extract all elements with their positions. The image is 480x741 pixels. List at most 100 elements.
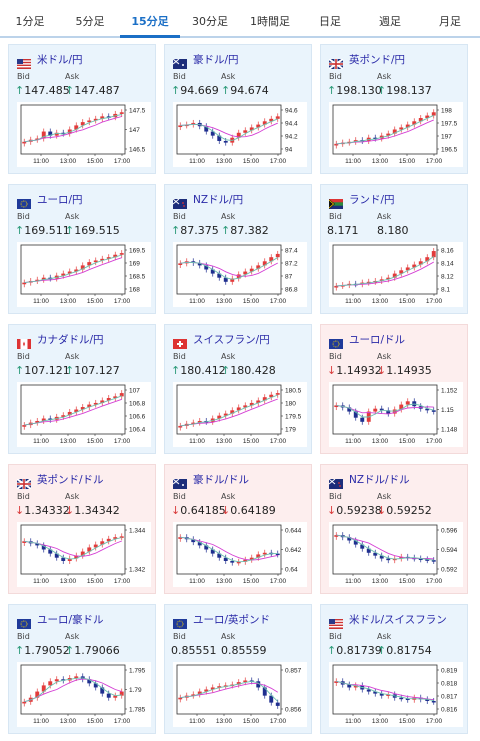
x-tick-label: 17:00	[426, 718, 443, 725]
pair-link[interactable]: 米ドル/スイスフラン	[329, 612, 447, 629]
rate-card[interactable]: 米ドル/スイスフラン Bid Ask ↑0.81739 ↑0.81754 0.819 0.8…	[320, 604, 468, 734]
pair-link[interactable]: 英ポンド/ドル	[16, 472, 104, 490]
rate-card[interactable]: NZドル/ドル Bid Ask ↓0.59238 ↓0.59252 0.596 0.594 0…	[320, 464, 468, 594]
price-chart[interactable]: 8.16 8.14 8.12 8.1 11:00 13:00 15:00 17:00	[329, 242, 463, 307]
rate-card[interactable]: 豪ドル/ドル Bid Ask ↓0.64185 ↓0.64189 0.644 0.642 0.…	[164, 464, 312, 594]
pair-name[interactable]: 米ドル/円	[37, 53, 83, 66]
tab-1[interactable]: 5分足	[75, 15, 105, 28]
up-arrow-icon: ↑	[377, 84, 387, 97]
pair-name[interactable]: ランド/円	[349, 193, 395, 206]
price-chart[interactable]: 0.596 0.594 0.592 11:00 13:00 15:00 17:00	[329, 522, 463, 587]
rate-card[interactable]: 豪ドル/円 Bid Ask ↑94.669 ↑94.674 94.6 94.4 94.2 94 1…	[164, 44, 312, 174]
price-chart[interactable]: 180.5 180 179.5 179 11:00 13:00 15:00 17:00	[173, 382, 307, 447]
pair-link[interactable]: 豪ドル/円	[172, 52, 239, 69]
candle-body	[191, 422, 196, 425]
candle-body	[87, 679, 92, 684]
ma-long-line	[24, 540, 122, 557]
pair-link[interactable]: 米ドル/円	[17, 52, 83, 69]
x-tick-label: 17:00	[270, 438, 287, 445]
tab-6[interactable]: 週足	[379, 15, 401, 28]
pair-name[interactable]: カナダドル/円	[37, 333, 104, 346]
x-tick-label: 13:00	[216, 718, 233, 725]
pair-name[interactable]: 英ポンド/円	[349, 53, 406, 66]
candle-body	[249, 127, 254, 131]
pair-link[interactable]: ランド/円	[328, 192, 395, 209]
rate-card[interactable]: 英ポンド/ドル Bid Ask ↓1.34332 ↓1.34342 1.344 1.342 1…	[8, 464, 156, 594]
pair-name[interactable]: 英ポンド/ドル	[37, 473, 104, 486]
x-tick-label: 11:00	[33, 438, 49, 445]
tab-4[interactable]: 1時間足	[250, 15, 290, 28]
pair-link[interactable]: NZドル/円	[172, 192, 244, 209]
pair-name[interactable]: NZドル/円	[193, 193, 244, 206]
price-chart[interactable]: 147.5 147 146.5 11:00 13:00 15:00 17:00	[17, 102, 151, 167]
pair-link[interactable]: スイスフラン/円	[173, 332, 270, 349]
tab-3[interactable]: 30分足	[192, 15, 228, 28]
pair-link[interactable]: ユーロ/英ポンド	[173, 612, 271, 629]
candle-body	[360, 417, 365, 422]
up-arrow-icon: ↑	[65, 364, 75, 377]
price-chart[interactable]: 94.6 94.4 94.2 94 11:00 13:00 15:00 17:00	[173, 102, 307, 167]
pair-link[interactable]: 英ポンド/円	[328, 52, 406, 70]
ask-label: Ask	[65, 632, 80, 641]
y-tick-label: 0.644	[285, 527, 302, 534]
pair-link[interactable]: ユーロ/豪ドル	[17, 612, 104, 629]
candle-body	[236, 682, 241, 685]
price-chart[interactable]: 0.857 0.856 11:00 13:00 15:00 17:00	[173, 662, 307, 727]
rate-card[interactable]: NZドル/円 Bid Ask ↑87.375 ↑87.382 87.4 87.2 87 86.8…	[164, 184, 312, 314]
price-chart[interactable]: 198 197.5 197 196.5 11:00 13:00 15:00 17:00	[329, 102, 463, 167]
price-chart[interactable]: 1.152 1.15 1.148 11:00 13:00 15:00 17:00	[329, 382, 463, 447]
x-tick-label: 15:00	[243, 158, 260, 165]
rate-card[interactable]: スイスフラン/円 Bid Ask ↑180.412 ↑180.428 180.5 180 17…	[164, 324, 312, 454]
candle-body	[191, 539, 196, 543]
pair-name[interactable]: 豪ドル/円	[193, 53, 239, 66]
x-tick-label: 11:00	[345, 718, 361, 725]
pair-link[interactable]: ユーロ/円	[17, 192, 83, 209]
price-chart[interactable]: 107 106.8 106.6 106.4 11:00 13:00 15:00 17:00	[17, 382, 151, 447]
price-chart[interactable]: 0.644 0.642 0.64 11:00 13:00 15:00 17:00	[173, 522, 307, 587]
y-tick-label: 0.596	[441, 527, 458, 534]
pair-name[interactable]: ユーロ/英ポンド	[193, 613, 271, 626]
down-arrow-icon: ↓	[377, 364, 387, 377]
pair-name[interactable]: NZドル/ドル	[349, 473, 410, 486]
pair-name[interactable]: ユーロ/円	[37, 193, 83, 206]
pair-name[interactable]: 米ドル/スイスフラン	[349, 613, 447, 626]
y-tick-label: 8.16	[441, 247, 454, 254]
rate-card[interactable]: ユーロ/円 Bid Ask ↑169.511 ↑169.515 169.5 169 168.5…	[8, 184, 156, 314]
candle-body	[80, 122, 85, 126]
tab-2[interactable]: 15分足	[120, 8, 180, 38]
bid-label: Bid	[329, 632, 342, 641]
candle-body	[67, 271, 72, 274]
pair-name[interactable]: 豪ドル/ドル	[193, 473, 250, 486]
price-chart[interactable]: 87.4 87.2 87 86.8 11:00 13:00 15:00 17:00	[173, 242, 307, 307]
flag-icon	[328, 474, 343, 489]
pair-name[interactable]: ユーロ/ドル	[349, 333, 406, 346]
candle-body	[74, 555, 79, 559]
pair-name[interactable]: ユーロ/豪ドル	[37, 613, 104, 626]
pair-link[interactable]: 豪ドル/ドル	[172, 472, 250, 489]
rate-card[interactable]: 英ポンド/円 Bid Ask ↑198.130 ↑198.137 198 197.5 197 1…	[320, 44, 468, 174]
tab-5[interactable]: 日足	[319, 15, 341, 28]
rate-card[interactable]: カナダドル/円 Bid Ask ↑107.121 ↑107.127 107 106.8 106…	[8, 324, 156, 454]
rate-card[interactable]: ランド/円 Bid Ask 8.171 8.180 8.16 8.14 8.12 8.1 11:0…	[320, 184, 468, 314]
candle-body	[35, 138, 40, 141]
price-chart[interactable]: 1.344 1.342 11:00 13:00 15:00 17:00	[17, 522, 151, 587]
rate-card[interactable]: ユーロ/豪ドル Bid Ask ↑1.79052 ↑1.79066 1.795 1.79 1.…	[8, 604, 156, 734]
pair-name[interactable]: スイスフラン/円	[193, 333, 270, 346]
x-tick-label: 13:00	[60, 718, 77, 725]
candle-body	[93, 402, 98, 405]
tab-7[interactable]: 月足	[439, 15, 461, 28]
pair-link[interactable]: カナダドル/円	[17, 332, 104, 349]
pair-link[interactable]: NZドル/ドル	[328, 472, 410, 489]
ask-number: 0.81754	[386, 644, 432, 657]
price-chart[interactable]: 0.819 0.818 0.817 0.816 11:00 13:00 15:00 17:00	[329, 662, 463, 727]
pair-link[interactable]: ユーロ/ドル	[329, 332, 406, 349]
price-chart[interactable]: 169.5 169 168.5 168 11:00 13:00 15:00 17:00	[17, 242, 151, 307]
rate-card[interactable]: ユーロ/ドル Bid Ask ↓1.14932 ↓1.14935 1.152 1.15 1.1…	[320, 324, 468, 454]
tab-0[interactable]: 1分足	[15, 15, 45, 28]
price-chart[interactable]: 1.795 1.79 1.785 11:00 13:00 15:00 17:00	[17, 662, 151, 727]
candle-body	[249, 268, 254, 272]
candle-body	[22, 541, 27, 543]
rate-card[interactable]: 米ドル/円 Bid Ask ↑147.485 ↑147.487 147.5 147 146.5…	[8, 44, 156, 174]
x-tick-label: 13:00	[372, 158, 389, 165]
rate-card[interactable]: ユーロ/英ポンド Bid Ask 0.85551 0.85559 0.857 0.856 11…	[164, 604, 312, 734]
